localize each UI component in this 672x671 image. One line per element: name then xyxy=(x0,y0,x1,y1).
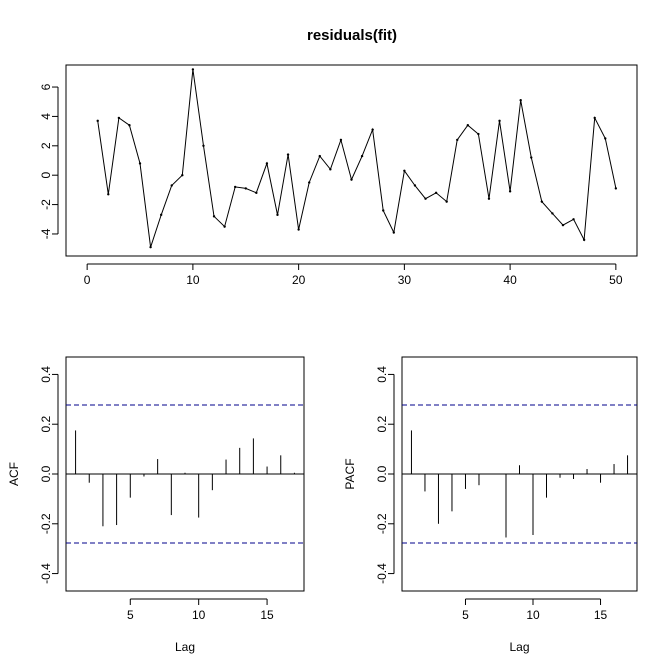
residual-point xyxy=(107,193,110,196)
residual-point xyxy=(413,184,417,187)
residual-point xyxy=(382,209,385,212)
y-axis-label: ACF xyxy=(7,462,21,486)
residual-point xyxy=(181,173,184,177)
x-tick-label: 40 xyxy=(503,273,517,287)
x-tick-label: 5 xyxy=(127,608,134,622)
residual-point xyxy=(149,245,152,249)
residual-point xyxy=(508,190,512,193)
residual-point xyxy=(519,99,522,102)
residual-series-line xyxy=(97,69,617,248)
residual-point xyxy=(403,169,406,172)
residual-point xyxy=(308,181,311,184)
residual-point xyxy=(212,215,216,218)
y-tick-label: -0.2 xyxy=(375,513,389,534)
y-tick-label: 0.4 xyxy=(375,366,389,383)
residual-point xyxy=(424,197,427,200)
acf-panel: 5 10 15 -0.4 -0.2 0.0 0.2 0.4 Lag ACF xyxy=(7,356,305,654)
y-tick-label: 0.0 xyxy=(39,465,53,482)
residual-point xyxy=(572,218,575,221)
y-axis-label: PACF xyxy=(343,458,357,489)
residual-point xyxy=(551,212,554,215)
residual-point xyxy=(604,137,607,140)
y-tick-label: 0.2 xyxy=(39,416,53,433)
residual-point xyxy=(477,132,480,136)
residual-point xyxy=(498,119,501,123)
residual-point xyxy=(561,223,565,227)
residual-point xyxy=(265,162,269,165)
y-tick-label: 2 xyxy=(39,142,53,149)
residual-point xyxy=(445,200,448,203)
residual-point xyxy=(117,116,121,120)
residual-point xyxy=(614,187,618,190)
residual-point xyxy=(456,138,459,142)
y-tick-label: 0 xyxy=(39,172,53,179)
chart-title: residuals(fit) xyxy=(307,27,397,44)
residual-point xyxy=(138,162,142,165)
x-tick-label: 10 xyxy=(192,608,206,622)
residual-point xyxy=(202,144,205,148)
y-tick-label: 4 xyxy=(39,113,53,120)
residual-point xyxy=(350,178,353,181)
residual-point xyxy=(191,68,195,71)
residual-point xyxy=(297,228,300,231)
residual-point xyxy=(223,225,226,228)
y-tick-label: 0.2 xyxy=(375,416,389,433)
residual-point xyxy=(593,116,596,120)
residual-point xyxy=(286,153,290,156)
y-tick-label: -2 xyxy=(39,199,53,210)
x-tick-label: 20 xyxy=(292,273,306,287)
residual-point xyxy=(360,154,364,158)
y-tick-label: 0.4 xyxy=(39,366,53,383)
residual-point xyxy=(339,138,343,142)
residual-point xyxy=(329,168,332,171)
residual-point xyxy=(466,124,470,127)
pacf-panel: 5 10 15 -0.4 -0.2 0.0 0.2 0.4 Lag PACF xyxy=(343,356,638,654)
x-tick-label: 0 xyxy=(84,273,91,287)
residual-point xyxy=(170,184,173,187)
y-tick-label: -0.2 xyxy=(39,513,53,534)
x-tick-label: 5 xyxy=(462,608,469,622)
residual-point xyxy=(233,185,237,189)
y-tick-label: 6 xyxy=(39,83,53,90)
residuals-panel: 0 10 20 30 40 50 -4 -2 0 2 4 6 xyxy=(39,64,638,287)
residual-point xyxy=(540,200,544,203)
x-tick-label: 10 xyxy=(186,273,200,287)
x-tick-label: 50 xyxy=(609,273,623,287)
plot-frame xyxy=(65,64,638,257)
y-tick-label: -0.4 xyxy=(39,563,53,584)
residual-point xyxy=(244,187,247,190)
x-axis-label: Lag xyxy=(509,640,529,654)
residual-point xyxy=(487,197,491,200)
y-tick-label: 0.0 xyxy=(375,465,389,482)
residual-point xyxy=(159,213,163,217)
y-tick-label: -0.4 xyxy=(375,563,389,584)
x-tick-label: 10 xyxy=(526,608,540,622)
y-tick-label: -4 xyxy=(39,228,53,239)
residual-point xyxy=(318,154,321,158)
residual-point xyxy=(255,191,258,195)
x-tick-label: 15 xyxy=(260,608,274,622)
residual-point xyxy=(96,119,99,123)
residual-point xyxy=(392,231,395,234)
x-tick-label: 15 xyxy=(594,608,608,622)
residual-point xyxy=(371,128,374,131)
x-axis-label: Lag xyxy=(175,640,195,654)
residual-point xyxy=(128,124,131,127)
residual-point xyxy=(434,191,438,195)
residual-point xyxy=(582,238,586,242)
x-tick-label: 30 xyxy=(398,273,412,287)
residual-point xyxy=(276,213,279,217)
residual-point xyxy=(530,156,533,159)
